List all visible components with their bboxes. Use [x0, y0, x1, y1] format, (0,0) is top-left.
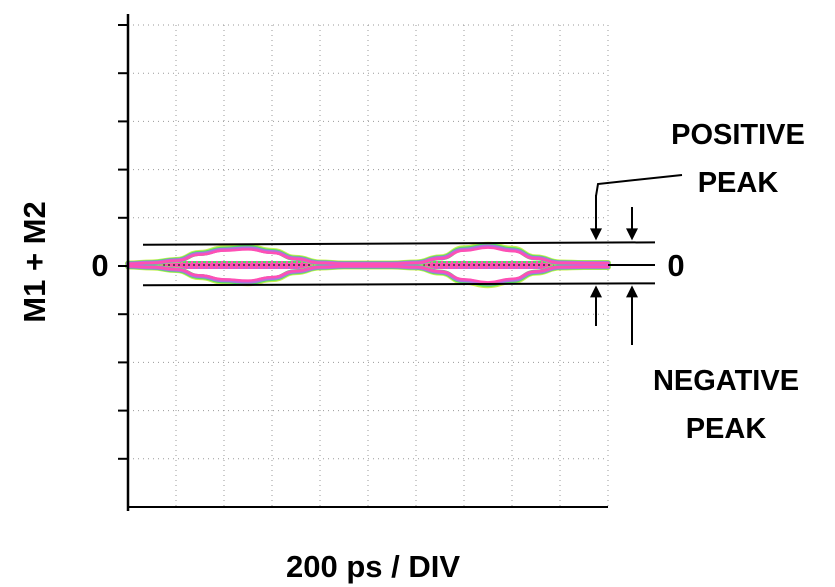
negative-peak-arrowhead — [626, 285, 638, 298]
y-axis — [118, 14, 608, 511]
trace-upper-envelope — [126, 246, 610, 265]
y-axis-label: M1 + M2 — [17, 201, 52, 322]
peak-reference-lines — [142, 241, 656, 287]
negative-peak-label-line1: NEGATIVE — [653, 365, 799, 397]
eye-trace — [125, 241, 611, 289]
negative-peak-label-line2: PEAK — [686, 413, 767, 445]
negative-peak-arrowhead — [590, 285, 602, 298]
right-zero-label: 0 — [667, 248, 684, 283]
peak-annotations — [590, 174, 683, 345]
trace-lower-envelope — [126, 265, 610, 284]
positive-peak-label-line1: POSITIVE — [671, 119, 805, 151]
positive-peak-arrowhead — [626, 228, 638, 241]
y-zero-tick-label: 0 — [91, 248, 108, 283]
peak-reference-line — [142, 282, 656, 287]
positive-peak-arrowhead — [590, 228, 602, 241]
positive-peak-leader — [595, 174, 683, 197]
x-axis-label: 200 ps / DIV — [286, 549, 460, 584]
peak-reference-line — [142, 241, 656, 246]
positive-peak-label-line2: PEAK — [698, 167, 779, 199]
